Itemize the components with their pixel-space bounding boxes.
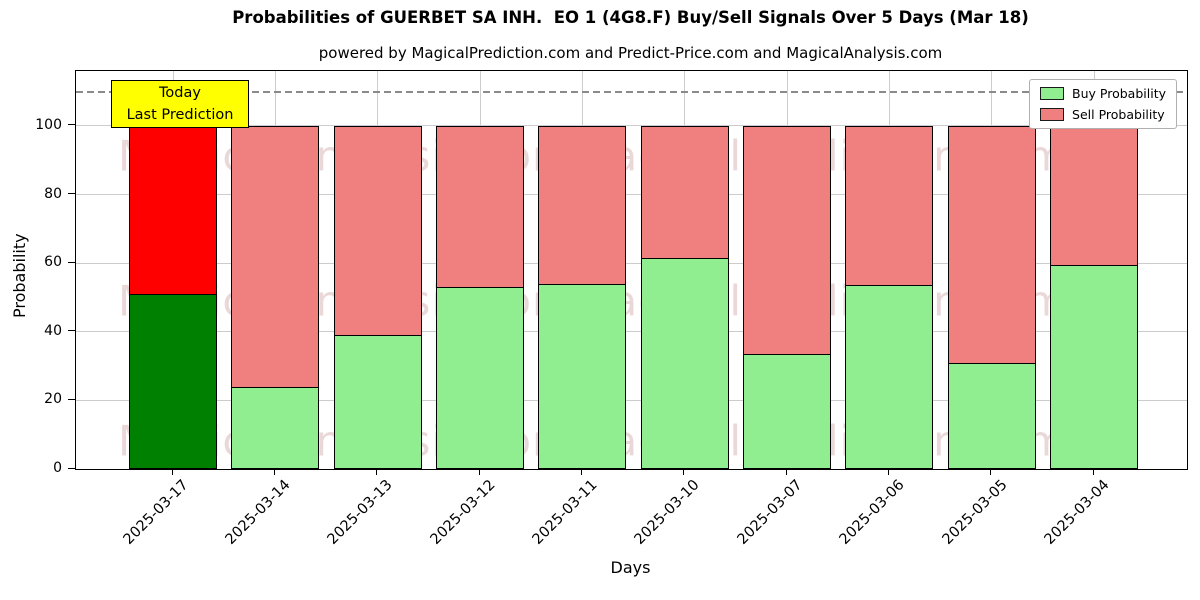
legend-swatch-sell: [1040, 108, 1065, 121]
bar-2025-03-11: [538, 125, 627, 469]
bar-2025-03-07-buy-segment: [743, 354, 832, 469]
bar-2025-03-10-sell-segment: [640, 125, 729, 259]
bar-2025-03-04-buy-segment: [1050, 264, 1139, 469]
bar-2025-03-17-sell-segment: [129, 125, 217, 296]
x-tick-mark-2025-03-04: [1092, 469, 1094, 475]
x-tick-mark-2025-03-14: [273, 469, 275, 475]
bar-2025-03-05-buy-segment: [947, 362, 1036, 469]
x-tick-label-2025-03-11: 2025-03-11: [529, 477, 601, 548]
bar-2025-03-05-sell-segment: [947, 125, 1036, 364]
h-gridline-40: [76, 331, 1187, 333]
annotation-line-2: Last Prediction: [126, 107, 234, 123]
x-tick-mark-2025-03-11: [580, 469, 582, 475]
bar-2025-03-06: [845, 125, 934, 469]
bar-2025-03-07: [743, 125, 832, 469]
y-tick-label-80: 80: [44, 185, 62, 202]
x-tick-mark-2025-03-06: [887, 469, 889, 475]
x-tick-mark-2025-03-17: [171, 469, 173, 475]
today-annotation: Today Last Prediction: [111, 80, 249, 128]
annotation-line-1: Today: [159, 85, 201, 101]
y-tick-mark-80: [68, 193, 75, 195]
y-axis-label: Probability: [10, 233, 29, 318]
bar-2025-03-14: [231, 125, 320, 469]
bar-2025-03-13-sell-segment: [333, 125, 422, 337]
x-tick-label-2025-03-04: 2025-03-04: [1041, 477, 1113, 548]
chart-subtitle: powered by MagicalPrediction.com and Pre…: [318, 44, 943, 62]
bar-2025-03-12: [436, 125, 525, 469]
bar-2025-03-14-buy-segment: [231, 386, 320, 469]
y-tick-mark-100: [68, 124, 75, 126]
x-tick-label-2025-03-17: 2025-03-17: [120, 477, 192, 548]
bar-2025-03-14-sell-segment: [231, 125, 320, 388]
x-tick-mark-2025-03-12: [478, 469, 480, 475]
legend: Buy Probability Sell Probability: [1029, 79, 1177, 129]
bar-2025-03-12-sell-segment: [436, 125, 525, 289]
threshold-dashed-line: [76, 91, 1187, 93]
bar-2025-03-04-sell-segment: [1050, 125, 1139, 266]
bar-2025-03-10: [640, 125, 729, 469]
legend-item-sell: Sell Probability: [1040, 107, 1166, 122]
x-tick-mark-2025-03-07: [785, 469, 787, 475]
x-tick-label-2025-03-14: 2025-03-14: [222, 477, 294, 548]
y-tick-label-60: 60: [44, 254, 62, 271]
x-tick-mark-2025-03-13: [376, 469, 378, 475]
h-gridline-80: [76, 194, 1187, 196]
bar-2025-03-17: [129, 125, 217, 469]
bar-2025-03-04: [1050, 125, 1139, 469]
x-tick-mark-2025-03-05: [990, 469, 992, 475]
bar-2025-03-06-buy-segment: [845, 285, 934, 469]
bar-2025-03-07-sell-segment: [743, 125, 832, 356]
y-tick-mark-20: [68, 398, 75, 400]
x-tick-mark-2025-03-10: [683, 469, 685, 475]
bar-2025-03-10-buy-segment: [640, 258, 729, 469]
bar-2025-03-13-buy-segment: [333, 335, 422, 469]
x-tick-label-2025-03-05: 2025-03-05: [939, 477, 1011, 548]
x-tick-label-2025-03-10: 2025-03-10: [632, 477, 704, 548]
bar-2025-03-11-buy-segment: [538, 283, 627, 469]
y-tick-label-0: 0: [53, 460, 62, 476]
plot-area: MagicalAnalysis.comMagicalPrediction.com…: [75, 70, 1188, 470]
x-tick-label-2025-03-12: 2025-03-12: [427, 477, 499, 548]
legend-label-buy: Buy Probability: [1072, 86, 1166, 101]
legend-swatch-buy: [1040, 87, 1065, 100]
y-tick-mark-0: [68, 467, 75, 469]
legend-item-buy: Buy Probability: [1040, 86, 1166, 101]
y-tick-label-20: 20: [44, 391, 62, 408]
x-tick-label-2025-03-13: 2025-03-13: [325, 477, 397, 548]
y-tick-mark-40: [68, 330, 75, 332]
h-gridline-20: [76, 399, 1187, 401]
bar-2025-03-05: [947, 125, 1036, 469]
x-tick-label-2025-03-06: 2025-03-06: [836, 477, 908, 548]
bar-2025-03-17-buy-segment: [129, 294, 217, 469]
y-tick-mark-60: [68, 261, 75, 263]
bar-2025-03-13: [333, 125, 422, 469]
h-gridline-100: [76, 125, 1187, 127]
bar-2025-03-06-sell-segment: [845, 125, 934, 287]
bar-2025-03-12-buy-segment: [436, 287, 525, 469]
y-tick-label-100: 100: [35, 116, 62, 133]
y-tick-label-40: 40: [44, 322, 62, 339]
chart-title: Probabilities of GUERBET SA INH. EO 1 (4…: [232, 8, 1029, 27]
bar-2025-03-11-sell-segment: [538, 125, 627, 285]
x-tick-label-2025-03-07: 2025-03-07: [734, 477, 806, 548]
h-gridline-60: [76, 262, 1187, 264]
legend-label-sell: Sell Probability: [1072, 107, 1165, 122]
x-axis-label: Days: [610, 558, 651, 577]
